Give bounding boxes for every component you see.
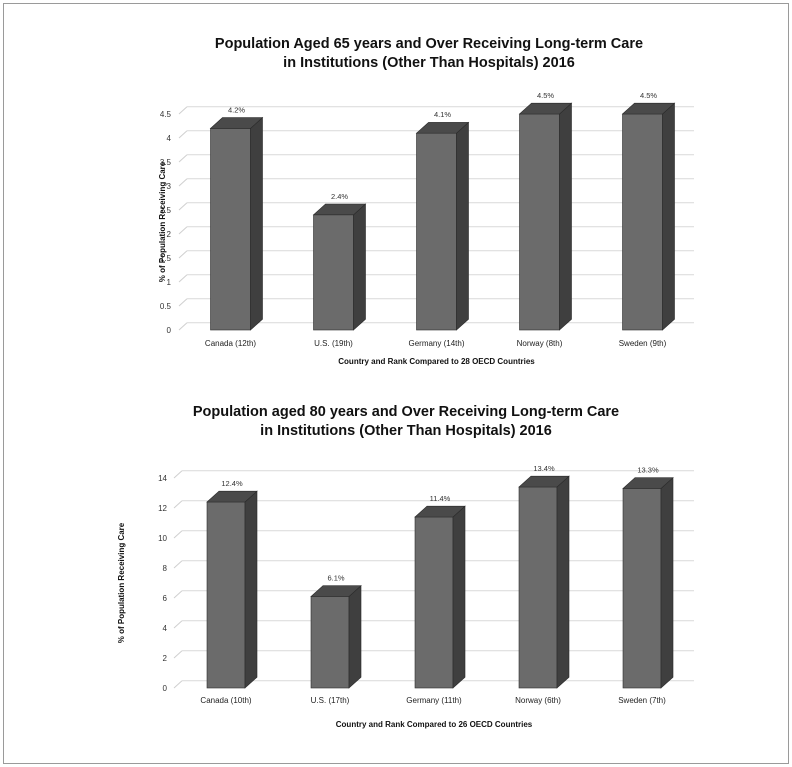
category-label-1: Canada (10th): [200, 696, 251, 705]
category-label-2: U.S. (17th): [311, 696, 350, 705]
y-tick-label: 2: [163, 654, 168, 663]
y-tick-label: 3: [167, 182, 172, 191]
data-label-3: 11.4%: [430, 494, 451, 503]
bar-3-top: [415, 122, 470, 134]
bar-3-front: [416, 132, 457, 331]
grid-slant-2: [178, 274, 188, 283]
bar-3-front: [414, 516, 454, 689]
bar-4-side: [556, 475, 570, 689]
bar-4-front: [518, 486, 558, 689]
data-label-5: 4.5%: [640, 91, 657, 100]
y-tick-label: 12: [158, 504, 167, 513]
category-label-5: Sweden (9th): [619, 339, 667, 348]
grid-slant-7: [173, 470, 183, 479]
category-label-3: Germany (11th): [406, 696, 462, 705]
chart-panel-65-plus: Population Aged 65 years and Over Receiv…: [149, 22, 709, 377]
bar-2-front: [313, 214, 354, 331]
bar-2-front: [310, 596, 350, 689]
y-tick-label: 8: [163, 564, 168, 573]
grid-slant-0: [173, 680, 183, 689]
data-label-1: 12.4%: [221, 479, 243, 488]
grid-slant-3: [173, 590, 183, 599]
bar-1-side: [250, 116, 263, 331]
grid-slant-6: [173, 500, 183, 509]
grid-slant-5: [178, 202, 188, 211]
y-tick-label: 4: [163, 624, 168, 633]
chart-panel-80-plus: Population aged 80 years and Over Receiv…: [112, 394, 700, 739]
data-label-2: 6.1%: [327, 574, 344, 583]
bar-5-top: [622, 477, 674, 489]
y-tick-label: 0: [167, 326, 172, 335]
chart-80-plus: Population aged 80 years and Over Receiv…: [117, 404, 694, 729]
y-tick-label: 6: [163, 594, 168, 603]
grid-slant-4: [178, 226, 188, 235]
grid-slant-7: [178, 154, 188, 163]
category-label-3: Germany (14th): [408, 339, 464, 348]
bar-2-top: [312, 203, 367, 216]
category-label-1: Canada (12th): [205, 339, 256, 348]
bar-4-top: [518, 475, 570, 488]
category-label-4: Norway (8th): [517, 339, 563, 348]
data-label-5: 13.3%: [637, 466, 659, 475]
bar-5-top: [621, 102, 676, 115]
data-label-1: 4.2%: [228, 105, 245, 114]
bar-4-top: [518, 102, 573, 115]
y-tick-label: 14: [158, 474, 167, 483]
y-tick-label: 10: [158, 534, 167, 543]
category-label-2: U.S. (19th): [314, 339, 353, 348]
bar-2-side: [353, 203, 366, 331]
bar-5-front: [622, 113, 663, 331]
category-label-4: Norway (6th): [515, 696, 561, 705]
grid-slant-4: [173, 560, 183, 569]
grid-slant-2: [173, 620, 183, 629]
chart-title-line-1: Population aged 80 years and Over Receiv…: [193, 404, 619, 420]
data-label-3: 4.1%: [434, 110, 451, 119]
bar-4-front: [519, 113, 560, 331]
y-tick-label: 1: [167, 278, 172, 287]
y-axis-title: % of Population Receiving Care: [117, 522, 126, 643]
category-label-5: Sweden (7th): [618, 696, 666, 705]
grid-slant-3: [178, 250, 188, 259]
bar-4-side: [559, 102, 572, 331]
bar-3-top: [414, 505, 466, 518]
chart-65-plus: Population Aged 65 years and Over Receiv…: [158, 36, 694, 366]
y-tick-label: 3.5: [160, 158, 172, 167]
chart-title-line-1: Population Aged 65 years and Over Receiv…: [215, 36, 643, 52]
bar-5-side: [660, 477, 674, 689]
bar-2-top: [310, 585, 362, 597]
grid-slant-5: [173, 530, 183, 539]
y-tick-label: 0.5: [160, 302, 172, 311]
bar-1-top: [206, 490, 258, 503]
y-tick-label: 4: [167, 134, 172, 143]
grid-slant-1: [178, 298, 188, 307]
bar-1-top: [209, 117, 264, 129]
data-label-4: 4.5%: [537, 91, 554, 100]
x-axis-title: Country and Rank Compared to 28 OECD Cou…: [338, 357, 535, 366]
grid-slant-6: [178, 178, 188, 187]
figure-frame: Population Aged 65 years and Over Receiv…: [3, 3, 789, 764]
data-label-4: 13.4%: [533, 464, 555, 473]
bar-5-front: [622, 488, 662, 689]
x-axis-title: Country and Rank Compared to 26 OECD Cou…: [336, 720, 533, 729]
bar-3-side: [456, 121, 469, 331]
chart-title-line-2: in Institutions (Other Than Hospitals) 2…: [283, 55, 575, 71]
y-tick-label: 2: [167, 230, 172, 239]
bar-1-front: [206, 501, 246, 689]
grid-slant-1: [173, 650, 183, 659]
y-axis-title: % of Population Receiving Care: [158, 161, 167, 282]
bar-5-side: [662, 102, 675, 331]
grid-slant-9: [178, 106, 188, 115]
bar-3-side: [452, 505, 466, 689]
chart-title-line-2: in Institutions (Other Than Hospitals) 2…: [260, 423, 552, 439]
data-label-2: 2.4%: [331, 192, 348, 201]
bar-1-front: [210, 128, 251, 331]
grid-slant-8: [178, 130, 188, 139]
grid-slant-0: [178, 322, 188, 331]
y-tick-label: 4.5: [160, 110, 172, 119]
bar-2-side: [348, 585, 362, 689]
y-tick-label: 1.5: [160, 254, 172, 263]
bar-1-side: [244, 490, 258, 689]
y-tick-label: 2.5: [160, 206, 172, 215]
y-tick-label: 0: [163, 684, 168, 693]
